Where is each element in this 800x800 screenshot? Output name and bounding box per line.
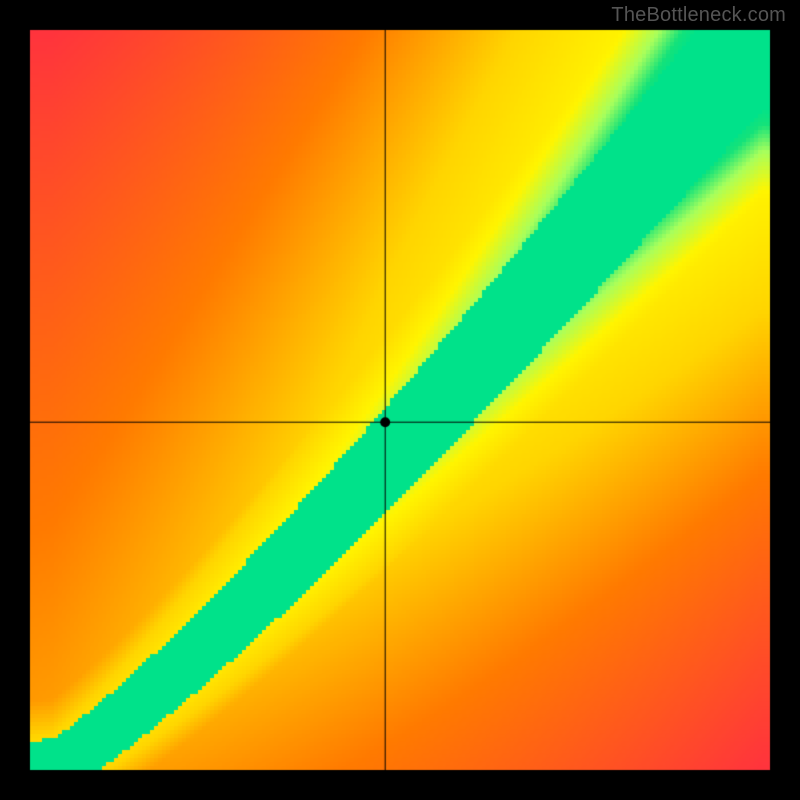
watermark-text: TheBottleneck.com xyxy=(611,4,786,27)
chart-container: TheBottleneck.com xyxy=(0,0,800,800)
bottleneck-heatmap-canvas xyxy=(0,0,800,800)
